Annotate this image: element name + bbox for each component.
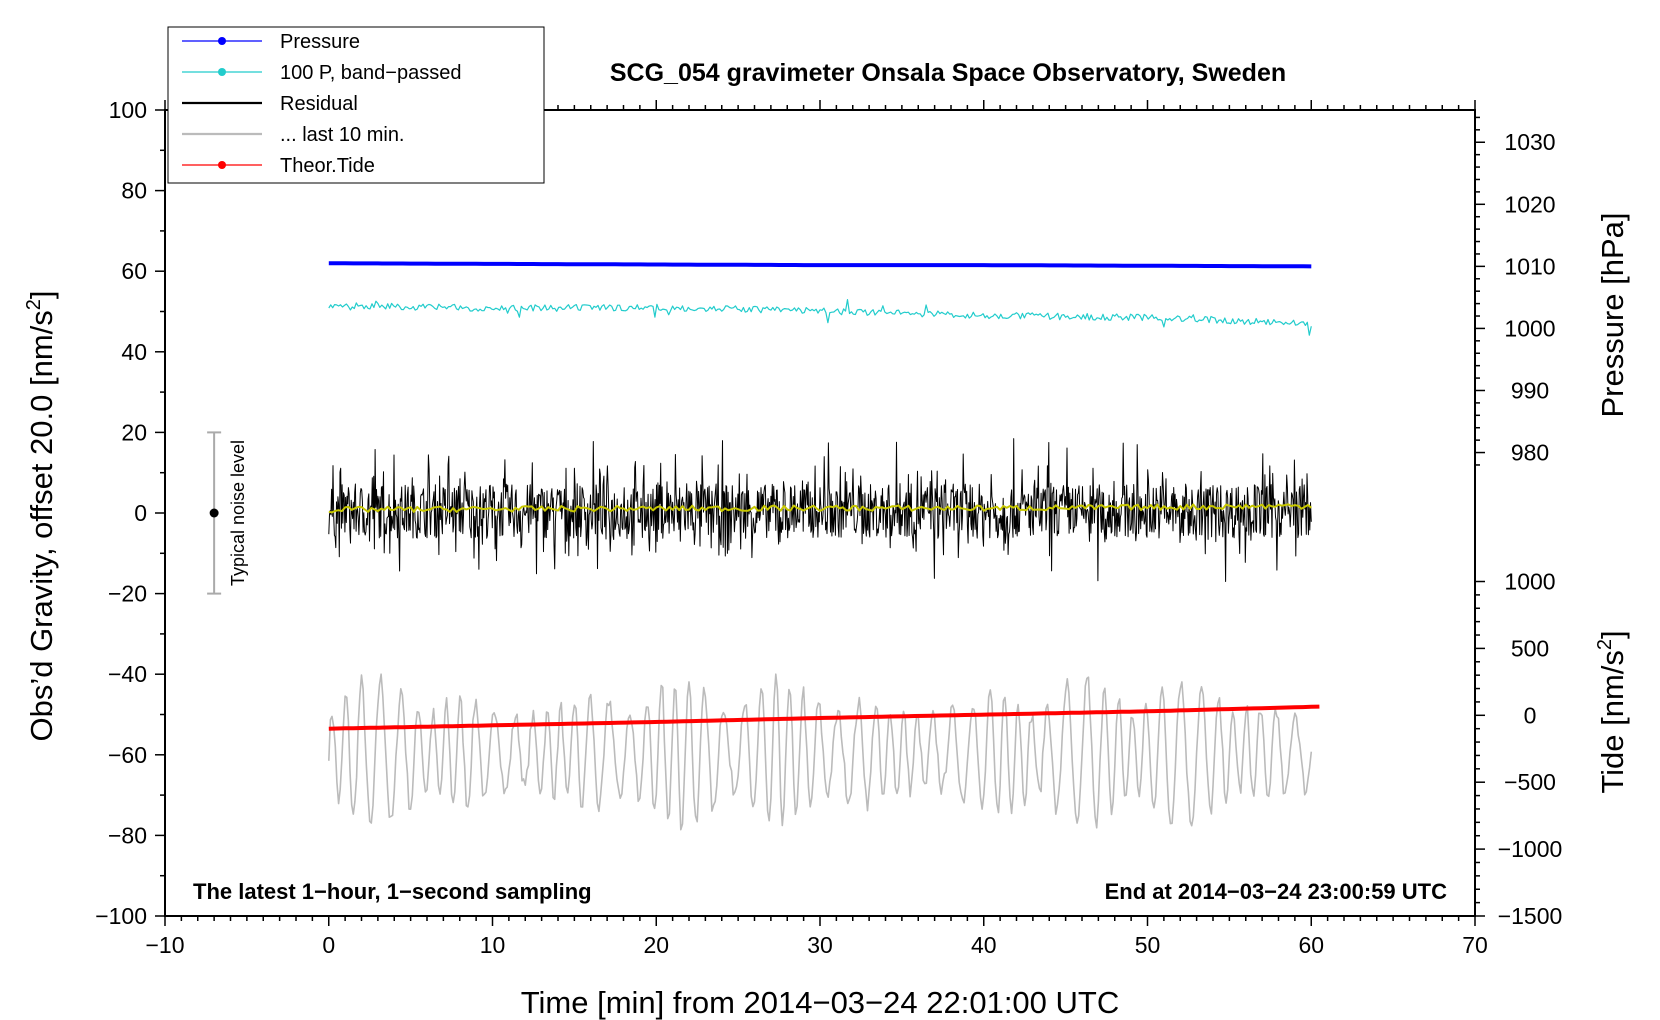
legend-label: 100 P, band−passed	[280, 62, 461, 84]
legend-label: ... last 10 min.	[280, 124, 405, 146]
x-tick-label: 30	[807, 932, 833, 958]
tide-axis-title-close: ]	[1595, 630, 1630, 639]
band-passed-pressure-line	[328, 299, 1312, 336]
pressure-tick-label: 1030	[1504, 129, 1555, 155]
pressure-line	[328, 261, 1312, 269]
x-tick-label: 50	[1135, 932, 1161, 958]
pressure-tick-label: 1000	[1504, 315, 1555, 341]
legend-swatch-marker	[218, 37, 226, 45]
legend: Pressure 100 P, band−passed Residual ... la…	[167, 26, 545, 184]
tide-tick-label: 500	[1511, 635, 1549, 661]
annotation-bottom-right: End at 2014−03−24 23:00:59 UTC	[1105, 879, 1448, 904]
residual-smoothed-line	[328, 503, 1312, 514]
y-axis-title: Obs’d Gravity, offset 20.0 [nm/s2]	[23, 290, 59, 741]
x-tick-label: −10	[145, 932, 184, 958]
annotation-bottom-left: The latest 1−hour, 1−second sampling	[193, 879, 592, 904]
pressure-tick-label: 980	[1511, 440, 1549, 466]
y-tick-label: −40	[108, 661, 147, 687]
y-tick-label: 60	[121, 258, 147, 284]
labels-layer: −10 0 10 20 30 40 50 60 70−100−80−60−40−20020406…	[95, 97, 1562, 958]
noise-bar-center	[209, 508, 219, 518]
tide-tick-label: −500	[1504, 769, 1556, 795]
y-tick-label: −80	[108, 822, 147, 848]
tide-axis-title-sup: 2	[1594, 639, 1616, 650]
y-axis-title-sup: 2	[23, 299, 45, 310]
legend-label: Theor.Tide	[280, 155, 375, 177]
y-tick-label: −100	[95, 903, 147, 929]
y-tick-label: −20	[108, 581, 147, 607]
y-tick-label: 0	[134, 500, 147, 526]
theor-tide-line	[328, 704, 1320, 731]
legend-label: Pressure	[280, 31, 360, 53]
pressure-tick-label: 990	[1511, 377, 1549, 403]
tide-axis-title: Tide [nm/s2]	[1594, 630, 1630, 793]
tide-tick-label: −1500	[1498, 903, 1563, 929]
x-tick-label: 10	[480, 932, 506, 958]
residual-line	[328, 438, 1312, 582]
chart-title: SCG_054 gravimeter Onsala Space Observat…	[610, 59, 1286, 87]
pressure-axis-title: Pressure [hPa]	[1595, 212, 1630, 417]
x-tick-label: 40	[971, 932, 997, 958]
series-layer	[328, 261, 1320, 831]
y-tick-label: −60	[108, 742, 147, 768]
pressure-tick-label: 1020	[1504, 191, 1555, 217]
legend-swatch-marker	[218, 68, 226, 76]
noise-level-bar: Typical noise level	[207, 431, 248, 595]
legend-label: Residual	[280, 93, 358, 115]
x-axis-title: Time [min] from 2014−03−24 22:01:00 UTC	[521, 985, 1120, 1020]
legend-box	[167, 26, 545, 184]
y-tick-label: 20	[121, 419, 147, 445]
last-10-min-line	[328, 673, 1313, 831]
x-tick-label: 20	[643, 932, 669, 958]
x-tick-label: 0	[322, 932, 335, 958]
legend-items: Pressure 100 P, band−passed Residual ... la…	[182, 31, 461, 177]
tide-tick-label: 0	[1524, 702, 1537, 728]
legend-swatch-marker	[218, 161, 226, 169]
noise-bar-label: Typical noise level	[228, 440, 248, 586]
tide-axis-title-main: Tide [nm/s	[1595, 650, 1630, 794]
x-tick-label: 70	[1462, 932, 1488, 958]
y-tick-label: 100	[109, 97, 147, 123]
y-tick-label: 80	[121, 178, 147, 204]
tide-tick-label: 1000	[1504, 569, 1555, 595]
plot-frame	[164, 109, 1476, 917]
x-tick-label: 60	[1298, 932, 1324, 958]
y-axis-title-main: Obs’d Gravity, offset 20.0 [nm/s	[24, 310, 59, 741]
tide-tick-label: −1000	[1498, 836, 1563, 862]
y-axis-title-close: ]	[24, 290, 59, 299]
pressure-tick-label: 1010	[1504, 253, 1555, 279]
y-tick-label: 40	[121, 339, 147, 365]
